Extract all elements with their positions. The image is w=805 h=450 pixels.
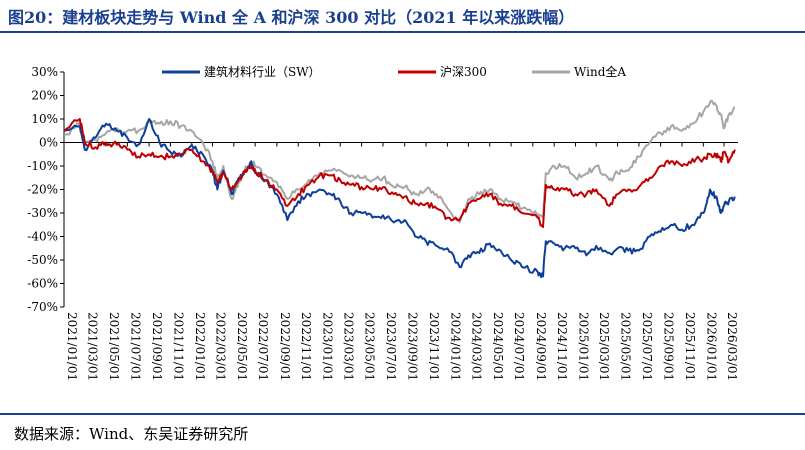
x-tick-label: 2021/05/01 (107, 312, 121, 381)
footer-rule (0, 413, 805, 415)
x-tick-label: 2026/01/01 (704, 312, 718, 381)
x-tick-label: 2024/05/01 (491, 312, 505, 381)
y-tick-label: 10% (31, 112, 58, 126)
source-note: 数据来源：Wind、东吴证券研究所 (14, 425, 249, 443)
y-tick-label: 30% (31, 65, 58, 79)
x-tick-label: 2026/03/01 (725, 312, 739, 381)
y-tick-label: -10% (27, 159, 58, 173)
x-tick-label: 2022/01/01 (193, 312, 207, 381)
y-tick-label: -20% (27, 183, 58, 197)
x-tick-label: 2024/03/01 (469, 312, 483, 381)
header-rule (0, 31, 805, 33)
x-tick-label: 2024/01/01 (448, 312, 462, 381)
x-tick-label: 2024/07/01 (512, 312, 526, 381)
x-tick-label: 2025/09/01 (662, 312, 676, 381)
x-tick-label: 2023/03/01 (341, 312, 355, 381)
series-line-2 (63, 118, 736, 229)
chart-lines (63, 99, 736, 279)
legend-label-2: 沪深300 (440, 65, 487, 79)
y-tick-label: -30% (27, 206, 58, 220)
x-tick-label: 2022/09/01 (278, 312, 292, 381)
x-tick-label: 2022/11/01 (299, 312, 313, 381)
y-tick-label: 20% (31, 89, 58, 103)
x-tick-label: 2023/07/01 (384, 312, 398, 381)
chart-title: 图20：建材板块走势与 Wind 全 A 和沪深 300 对比（2021 年以来… (8, 8, 575, 27)
legend-label-3: Wind全A (574, 64, 626, 79)
x-tick-label: 2021/07/01 (128, 312, 142, 381)
x-tick-label: 2022/07/01 (256, 312, 270, 381)
x-tick-label: 2024/09/01 (534, 312, 548, 381)
chart-axes: 30% 20% 10% 0% -10% -20% -30% -40% -50% -60% -70% 2… (27, 65, 739, 381)
x-tick-label: 2025/03/01 (597, 312, 611, 381)
line-chart: 30% 20% 10% 0% -10% -20% -30% -40% -50% -60% -70% 2… (27, 64, 739, 381)
x-tick-label: 2025/01/01 (577, 312, 591, 381)
x-tick-label: 2023/11/01 (427, 312, 441, 381)
x-tick-label: 2022/03/01 (213, 312, 227, 381)
x-tick-label: 2025/05/01 (619, 312, 633, 381)
x-tick-label: 2024/11/01 (555, 312, 569, 381)
chart-legend: 建筑材料行业（SW） 沪深300 Wind全A (162, 64, 626, 79)
x-tick-label: 2021/09/01 (150, 312, 164, 381)
x-tick-label: 2021/03/01 (86, 312, 100, 381)
y-tick-label: -50% (27, 253, 58, 267)
x-tick-label: 2025/07/01 (640, 312, 654, 381)
legend-label-1: 建筑材料行业（SW） (204, 64, 321, 79)
x-tick-label: 2021/11/01 (171, 312, 185, 381)
x-tick-label: 2025/11/01 (683, 312, 697, 381)
y-tick-label: 0% (39, 136, 58, 150)
x-tick-label: 2022/05/01 (235, 312, 249, 381)
y-tick-label: -60% (27, 277, 58, 291)
y-tick-label: -40% (27, 230, 58, 244)
x-tick-label: 2023/05/01 (363, 312, 377, 381)
x-tick-label: 2023/09/01 (406, 312, 420, 381)
x-tick-label: 2021/01/01 (65, 312, 79, 381)
y-tick-label: -70% (27, 300, 58, 314)
series-line-3 (63, 99, 736, 224)
x-tick-label: 2023/01/01 (321, 312, 335, 381)
